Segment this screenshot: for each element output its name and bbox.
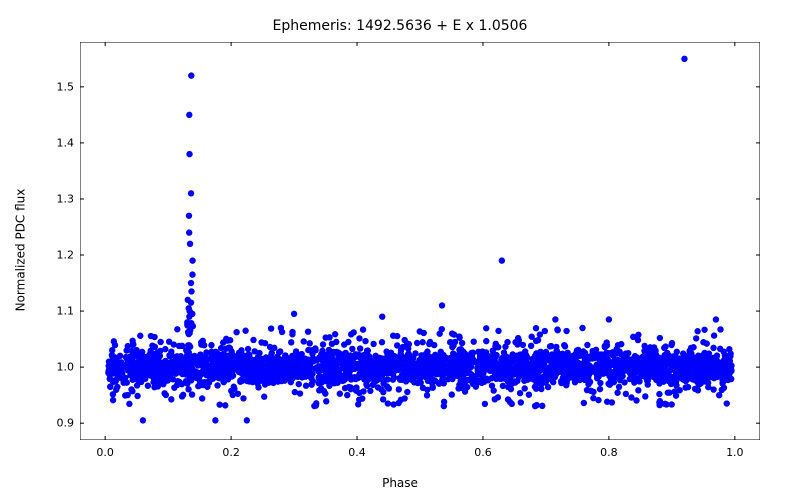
y-tick-label: 1.2 bbox=[48, 249, 74, 262]
y-tick-label: 1.1 bbox=[48, 305, 74, 318]
y-axis-label: Normalized PDC flux bbox=[10, 0, 30, 500]
x-axis-label: Phase bbox=[0, 476, 800, 490]
y-tick-label: 1.5 bbox=[48, 80, 74, 93]
x-tick-label: 0.2 bbox=[222, 446, 240, 459]
y-tick-label: 1.4 bbox=[48, 136, 74, 149]
y-tick-label: 1.3 bbox=[48, 192, 74, 205]
y-tick-label: 1.0 bbox=[48, 361, 74, 374]
x-tick-label: 1.0 bbox=[726, 446, 744, 459]
x-tick-label: 0.0 bbox=[96, 446, 114, 459]
x-tick-label: 0.6 bbox=[474, 446, 492, 459]
x-tick-label: 0.4 bbox=[348, 446, 366, 459]
scatter-plot bbox=[80, 42, 760, 440]
x-tick-label: 0.8 bbox=[600, 446, 618, 459]
y-tick-label: 0.9 bbox=[48, 417, 74, 430]
chart-title: Ephemeris: 1492.5636 + E x 1.0506 bbox=[0, 18, 800, 34]
